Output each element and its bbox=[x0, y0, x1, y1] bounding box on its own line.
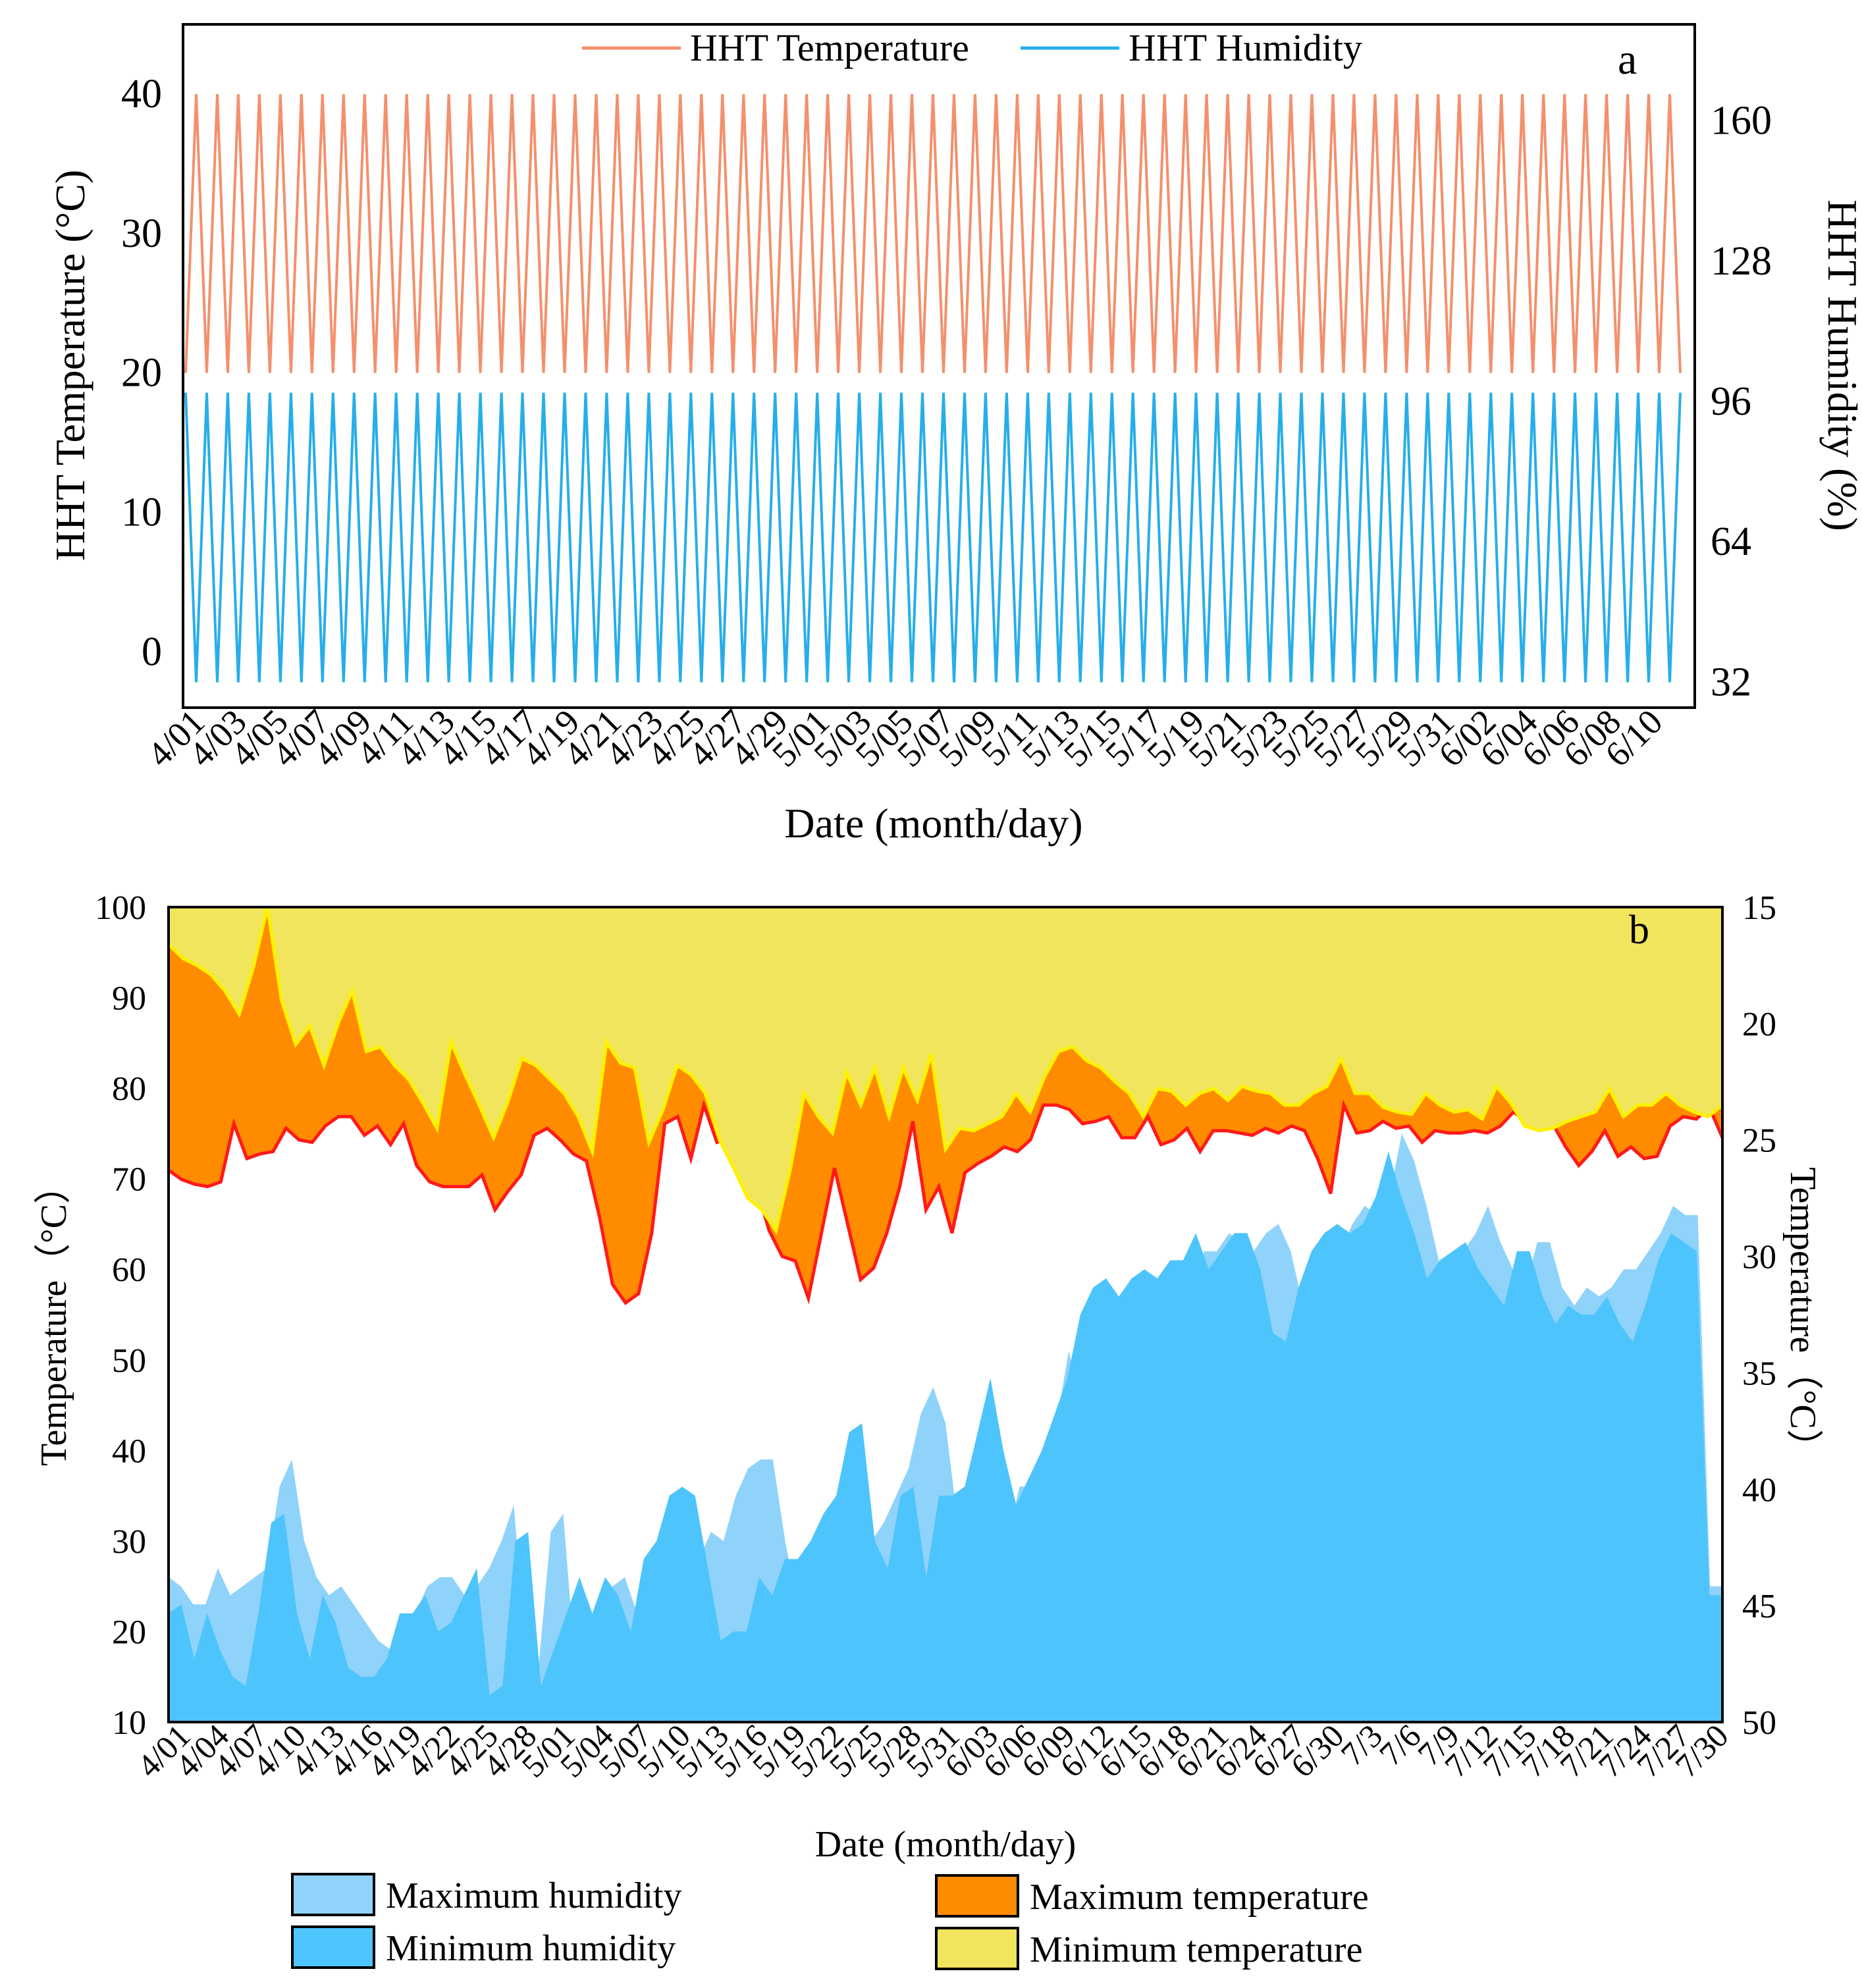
right-tick-label: 30 bbox=[1742, 1239, 1776, 1276]
panel-a-plot-frame bbox=[182, 23, 1696, 709]
legend-label-maximum-humidity: Maximum humidity bbox=[386, 1875, 682, 1916]
right-tick-label: 40 bbox=[1742, 1471, 1776, 1509]
panel-a-left-axis-title: HHT Temperature (°C) bbox=[47, 170, 93, 562]
right-tick-label: 128 bbox=[1711, 239, 1772, 284]
left-tick-label: 80 bbox=[112, 1070, 146, 1108]
line-hht-humidity bbox=[184, 392, 1682, 683]
right-tick-label: 50 bbox=[1742, 1704, 1776, 1742]
left-tick-label: 90 bbox=[112, 980, 146, 1018]
edge-maximum-temperature bbox=[167, 1099, 1724, 1305]
legend-swatch-minimum-humidity bbox=[291, 1925, 375, 1969]
edge-minimum-temperature bbox=[167, 906, 1724, 1235]
left-tick-label: 0 bbox=[142, 629, 162, 674]
left-tick-label: 20 bbox=[121, 351, 162, 396]
left-tick-label: 30 bbox=[112, 1523, 146, 1561]
area-minimum-humidity bbox=[169, 1151, 1722, 1722]
panel-b-x-axis-title: Date (month/day) bbox=[815, 1824, 1077, 1865]
right-tick-label: 64 bbox=[1711, 519, 1751, 564]
right-tick-label: 15 bbox=[1742, 889, 1776, 927]
legend-swatch-maximum-humidity bbox=[291, 1873, 375, 1916]
left-tick-label: 20 bbox=[112, 1613, 146, 1651]
panel-b-right-axis-title: Temperature（°C） bbox=[1782, 1167, 1823, 1466]
left-tick-label: 60 bbox=[112, 1251, 146, 1289]
left-tick-label: 70 bbox=[112, 1161, 146, 1199]
right-tick-label: 20 bbox=[1742, 1006, 1776, 1043]
panel-b-left-axis: 10 20 30 40 50 60 70 80 90 100 bbox=[95, 889, 146, 1742]
panel-b-x-axis: 4/014/044/074/104/134/164/194/224/254/28… bbox=[130, 1717, 1735, 1784]
left-tick-label: 40 bbox=[121, 72, 162, 117]
panel-a-x-axis: 4/014/034/054/074/094/114/134/154/174/19… bbox=[140, 702, 1670, 774]
right-tick-label: 96 bbox=[1711, 379, 1751, 424]
right-tick-label: 25 bbox=[1742, 1122, 1776, 1160]
legend-swatch-maximum-temperature bbox=[935, 1874, 1019, 1918]
panel-a-label: a bbox=[1618, 36, 1637, 84]
right-tick-label: 32 bbox=[1711, 660, 1751, 704]
left-tick-label: 50 bbox=[112, 1342, 146, 1380]
legend-label-maximum-temperature: Maximum temperature bbox=[1030, 1877, 1369, 1918]
left-tick-label: 40 bbox=[112, 1432, 146, 1470]
panel-b-left-axis-title: Temperature（°C） bbox=[34, 1167, 74, 1466]
panel-a-left-axis: 0 10 20 30 40 bbox=[121, 72, 162, 674]
panel-a: 0 10 20 30 40 32 64 96 128 160 4/014/034/054/074… bbox=[47, 23, 1862, 847]
panel-b-right-axis: 15 20 25 30 35 40 45 50 bbox=[1742, 889, 1776, 1742]
legend-label-hht-humidity: HHT Humidity bbox=[1129, 26, 1362, 69]
right-tick-label: 35 bbox=[1742, 1355, 1776, 1392]
right-tick-label: 160 bbox=[1711, 99, 1772, 144]
panel-b-label: b bbox=[1629, 908, 1649, 953]
panel-a-series-lines bbox=[184, 93, 1682, 683]
legend-swatch-minimum-temperature bbox=[935, 1927, 1019, 1970]
panel-b-plot-frame bbox=[167, 906, 1724, 1723]
legend-label-minimum-humidity: Minimum humidity bbox=[386, 1928, 676, 1969]
panel-b-legend: Maximum humidity Maximum temperature Min… bbox=[291, 1873, 1369, 1970]
right-tick-label: 45 bbox=[1742, 1588, 1776, 1625]
panel-a-right-axis-title: HHT Humidity (%) bbox=[1819, 199, 1862, 531]
left-tick-label: 30 bbox=[121, 211, 162, 256]
left-tick-label: 10 bbox=[112, 1704, 146, 1742]
line-hht-temperature bbox=[184, 93, 1682, 373]
left-tick-label: 100 bbox=[95, 889, 146, 927]
area-minimum-temperature bbox=[169, 907, 1722, 1231]
panel-a-x-axis-title: Date (month/day) bbox=[784, 800, 1082, 847]
panel-b-area-series bbox=[167, 906, 1724, 1722]
panel-a-right-axis: 32 64 96 128 160 bbox=[1711, 99, 1772, 705]
legend-label-hht-temperature: HHT Temperature bbox=[690, 26, 969, 69]
panel-b: 10 20 30 40 50 60 70 80 90 100 15 20 25 30 35 40 45 50 4… bbox=[34, 889, 1823, 1970]
left-tick-label: 10 bbox=[121, 490, 162, 535]
legend-label-minimum-temperature: Minimum temperature bbox=[1030, 1929, 1362, 1970]
